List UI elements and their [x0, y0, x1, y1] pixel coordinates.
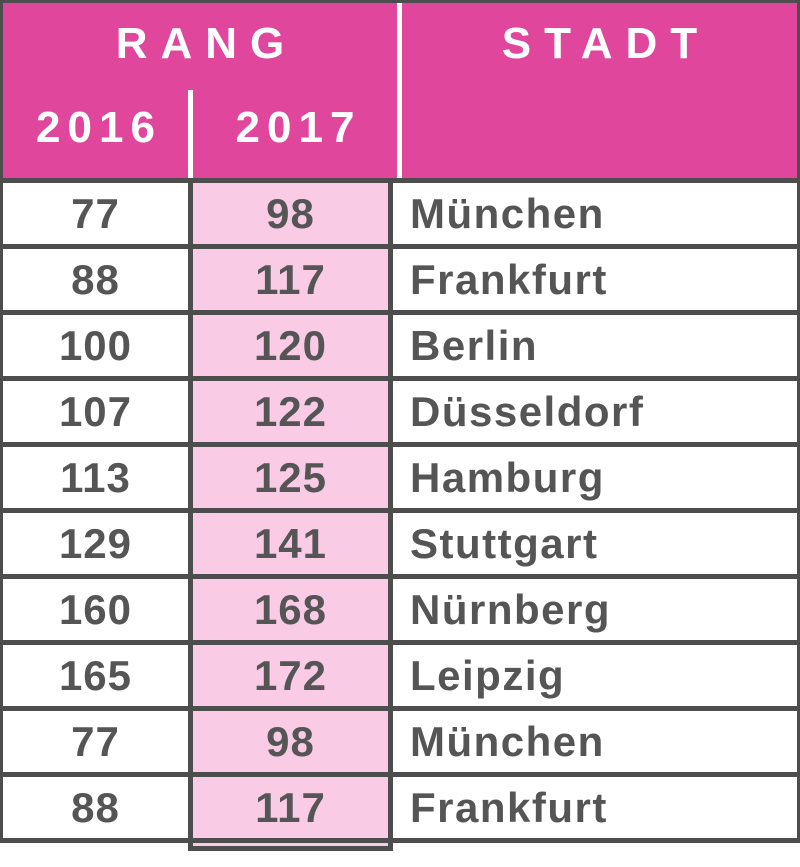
table-header: RANG STADT 2016 2017	[0, 0, 800, 183]
rank-2017-cell: 120	[253, 322, 328, 369]
city-cell: Düsseldorf	[410, 388, 645, 435]
rank-2017-cell: 141	[253, 520, 328, 567]
table-row: 113 125 Hamburg	[0, 447, 800, 513]
table-row: 88 117 Frankfurt	[0, 777, 800, 843]
city-cell: Stuttgart	[410, 520, 599, 567]
rank-2016-cell: 77	[71, 718, 120, 765]
table-row: 77 98 München	[0, 183, 800, 249]
rank-2016-cell: 107	[58, 388, 133, 435]
header-column-divider	[397, 3, 402, 178]
table-row: 100 120 Berlin	[0, 315, 800, 381]
column-header-stadt: STADT	[501, 19, 711, 68]
city-cell: Frankfurt	[410, 256, 608, 303]
city-cell: Leipzig	[410, 652, 566, 699]
rank-2016-cell: 100	[58, 322, 133, 369]
city-cell: Nürnberg	[410, 586, 611, 633]
rank-2016-cell: 77	[71, 190, 120, 237]
table-row: 129 141 Stuttgart	[0, 513, 800, 579]
table-row: 160 168 Nürnberg	[0, 579, 800, 645]
table-row: 165 172 Leipzig	[0, 645, 800, 711]
rank-2016-cell: 160	[58, 586, 133, 633]
column-subheader-2017: 2017	[235, 103, 362, 152]
city-cell: Frankfurt	[410, 784, 608, 831]
column-subheader-2016: 2016	[36, 103, 162, 152]
rank-2017-cell: 98	[266, 190, 315, 237]
city-cell: München	[410, 718, 605, 765]
rank-2016-cell: 88	[71, 784, 120, 831]
city-cell: Berlin	[410, 322, 539, 369]
rank-2017-cell: 122	[253, 388, 328, 435]
rank-2017-cell: 98	[266, 718, 315, 765]
column-header-rang: RANG	[115, 19, 298, 68]
rank-2016-cell: 113	[60, 454, 131, 501]
rank-2016-cell: 88	[71, 256, 120, 303]
rank-2017-cell: 168	[253, 586, 328, 633]
city-cell: Hamburg	[410, 454, 605, 501]
table-row: 88 117 Frankfurt	[0, 249, 800, 315]
rank-2017-cell: 117	[255, 256, 326, 303]
rank-2017-cell: 172	[253, 652, 328, 699]
rank-2016-cell: 129	[58, 520, 133, 567]
table-row: 77 98 München	[0, 711, 800, 777]
column-2017-highlight-band	[188, 183, 393, 851]
rank-2017-cell: 125	[253, 454, 328, 501]
rank-2017-cell: 117	[255, 784, 326, 831]
rank-2016-cell: 165	[58, 652, 133, 699]
city-cell: München	[410, 190, 605, 237]
table-row: 107 122 Düsseldorf	[0, 381, 800, 447]
header-year-divider	[188, 90, 193, 178]
